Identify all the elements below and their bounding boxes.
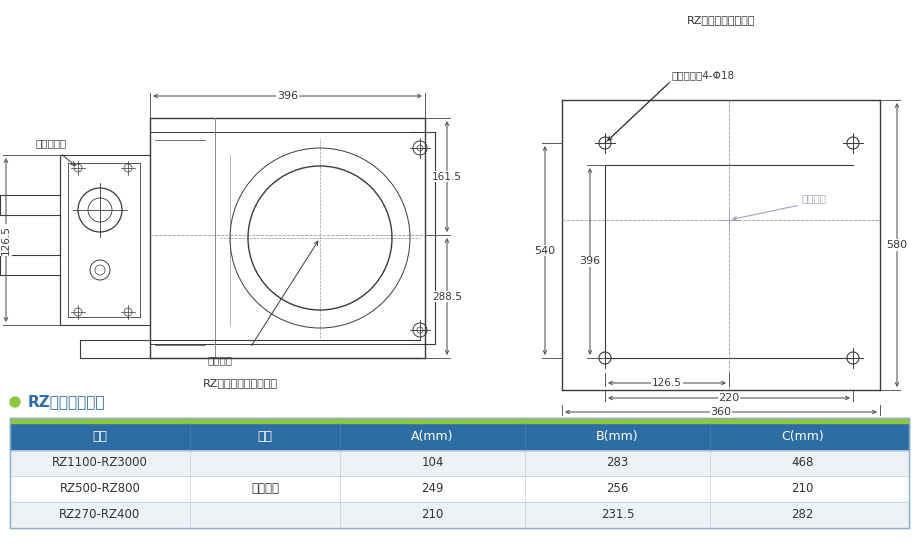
Text: B(mm): B(mm) bbox=[596, 430, 639, 443]
Text: 288.5: 288.5 bbox=[432, 291, 462, 301]
Text: 282: 282 bbox=[791, 508, 813, 522]
Text: 210: 210 bbox=[791, 482, 813, 496]
Text: RZ500-RZ800: RZ500-RZ800 bbox=[60, 482, 141, 496]
Bar bbox=[10, 423, 909, 450]
Bar bbox=[10, 418, 909, 423]
Text: 161.5: 161.5 bbox=[432, 172, 462, 182]
Text: 电机中心: 电机中心 bbox=[208, 355, 233, 365]
Text: 型号: 型号 bbox=[93, 430, 108, 443]
Text: 540: 540 bbox=[535, 246, 556, 256]
Bar bbox=[10, 450, 909, 476]
Text: 126.5: 126.5 bbox=[652, 378, 682, 388]
Text: 360: 360 bbox=[710, 407, 732, 417]
Bar bbox=[10, 476, 909, 502]
Text: RZ270-RZ400: RZ270-RZ400 bbox=[60, 508, 141, 522]
Text: 材质: 材质 bbox=[257, 430, 273, 443]
Text: 256: 256 bbox=[607, 482, 629, 496]
Text: 283: 283 bbox=[607, 457, 629, 470]
Text: 126.5: 126.5 bbox=[1, 225, 11, 255]
Text: 金属泵头: 金属泵头 bbox=[251, 482, 279, 496]
Text: RZ泵金属液力端俯视图: RZ泵金属液力端俯视图 bbox=[202, 378, 278, 388]
Text: C(mm): C(mm) bbox=[781, 430, 823, 443]
Text: 220: 220 bbox=[719, 393, 740, 403]
Bar bbox=[10, 502, 909, 528]
Text: 396: 396 bbox=[277, 91, 298, 101]
Text: RZ系列安装尺寸: RZ系列安装尺寸 bbox=[28, 395, 106, 410]
Circle shape bbox=[10, 397, 20, 407]
Text: 396: 396 bbox=[580, 257, 600, 267]
Text: RZ泵地脚螺栓孔尺寸: RZ泵地脚螺栓孔尺寸 bbox=[686, 15, 755, 25]
Text: 电机中心: 电机中心 bbox=[802, 193, 827, 203]
Text: 210: 210 bbox=[421, 508, 444, 522]
Text: A(mm): A(mm) bbox=[411, 430, 454, 443]
Text: 地脚螺栓孔4-Φ18: 地脚螺栓孔4-Φ18 bbox=[672, 70, 735, 80]
Bar bbox=[10, 418, 909, 528]
Text: 580: 580 bbox=[887, 240, 908, 250]
Text: 231.5: 231.5 bbox=[601, 508, 634, 522]
Text: 地脚螺栓孔: 地脚螺栓孔 bbox=[35, 138, 66, 148]
Text: RZ1100-RZ3000: RZ1100-RZ3000 bbox=[52, 457, 148, 470]
Text: 468: 468 bbox=[791, 457, 813, 470]
Text: 104: 104 bbox=[421, 457, 444, 470]
Text: 249: 249 bbox=[421, 482, 444, 496]
